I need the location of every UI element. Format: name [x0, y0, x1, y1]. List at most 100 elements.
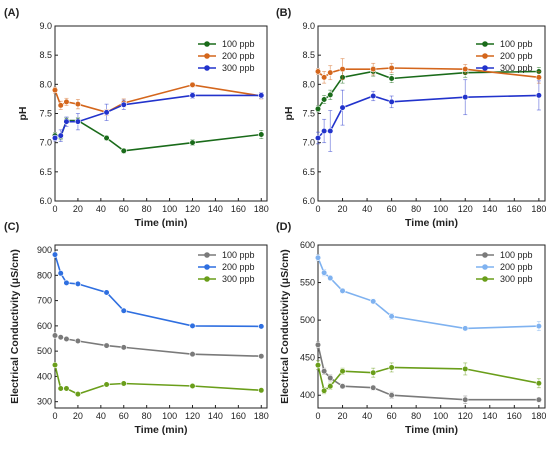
data-point	[258, 131, 265, 138]
x-tick-label: 40	[96, 411, 106, 421]
chart-panel-2: (B) 0 20 40 60 80 100 120 140 160 180 6.0 6.5 7.0 7.5 8…	[276, 7, 546, 229]
data-point	[535, 380, 542, 387]
data-point	[370, 384, 377, 391]
legend-swatch-marker	[204, 53, 210, 59]
data-point	[388, 313, 395, 320]
data-point	[189, 382, 196, 390]
x-tick-label: 80	[142, 204, 152, 214]
data-point	[339, 383, 346, 390]
y-axis-title: pH	[17, 107, 29, 121]
data-point	[189, 139, 196, 146]
legend-label: 100 ppb	[222, 39, 255, 49]
data-point	[388, 64, 395, 72]
x-tick-label: 60	[119, 411, 129, 421]
data-point	[327, 374, 334, 382]
legend-label: 200 ppb	[500, 262, 533, 272]
series-line	[54, 94, 262, 139]
x-tick-label: 0	[52, 411, 57, 421]
data-point	[388, 75, 395, 82]
y-axis-title: Electrical Conductivity (μS/cm)	[9, 249, 21, 404]
data-point	[103, 109, 110, 116]
y-tick-label: 8.0	[39, 79, 52, 89]
legend-swatch-marker	[204, 264, 210, 270]
y-tick-label: 6.5	[302, 167, 315, 177]
data-point	[388, 98, 395, 105]
legend-swatch-marker	[204, 276, 210, 282]
series-3	[51, 92, 265, 142]
legend: 100 ppb 200 ppb 300 ppb	[198, 39, 255, 73]
data-point	[535, 92, 542, 99]
x-tick-label: 60	[387, 204, 397, 214]
data-point	[462, 396, 469, 403]
legend-label: 100 ppb	[222, 250, 255, 260]
data-point	[103, 342, 110, 349]
series-1	[314, 341, 542, 404]
legend-label: 200 ppb	[222, 51, 255, 61]
y-tick-label: 600	[37, 321, 52, 331]
legend-label: 100 ppb	[500, 250, 533, 260]
data-point	[120, 147, 127, 154]
data-point	[74, 391, 82, 398]
data-point	[120, 101, 127, 108]
x-tick-label: 160	[507, 204, 522, 214]
y-tick-label: 9.0	[39, 21, 52, 31]
data-point	[327, 274, 334, 282]
data-point	[535, 323, 542, 330]
x-tick-label: 40	[96, 204, 106, 214]
data-point	[258, 323, 265, 330]
y-tick-label: 900	[37, 245, 52, 255]
y-tick-label: 6.0	[39, 196, 52, 206]
data-point	[388, 392, 395, 399]
data-point	[63, 279, 70, 287]
series-2	[51, 251, 265, 330]
y-tick-label: 6.0	[302, 196, 315, 206]
series-line	[317, 70, 539, 110]
data-point	[314, 254, 322, 261]
y-tick-label: 800	[37, 270, 52, 280]
legend-swatch-marker	[482, 53, 488, 59]
series-3	[314, 360, 542, 395]
data-point	[339, 104, 346, 111]
chart-panel-4: (D) 0 20 40 60 80 100 120 140 160 180 400 450 500 550 6…	[276, 221, 546, 436]
x-tick-label: 20	[338, 204, 348, 214]
y-tick-label: 8.5	[302, 50, 315, 60]
x-tick-label: 80	[411, 411, 421, 421]
data-point	[370, 92, 377, 100]
legend: 100 ppb 200 ppb 300 ppb	[476, 250, 533, 284]
data-point	[189, 351, 196, 358]
panel-label: (C)	[4, 221, 20, 233]
data-point	[258, 92, 265, 99]
data-point	[189, 322, 196, 329]
legend-swatch-marker	[482, 65, 488, 71]
x-axis-title: Time (min)	[405, 217, 458, 229]
x-tick-label: 80	[411, 204, 421, 214]
series-3	[51, 361, 265, 398]
y-tick-label: 700	[37, 296, 52, 306]
series-line	[54, 119, 262, 152]
data-point	[258, 387, 265, 394]
x-tick-label: 60	[387, 411, 397, 421]
data-point	[74, 101, 82, 108]
x-tick-label: 20	[73, 411, 83, 421]
y-tick-label: 8.5	[39, 50, 52, 60]
legend-swatch-marker	[482, 41, 488, 47]
x-tick-label: 140	[208, 411, 223, 421]
y-tick-label: 500	[300, 315, 315, 325]
chart-panel-1: (A) 0 20 40 60 80 100 120 140 160 180 6.0 6.5 7.0 7.5 8…	[4, 7, 269, 229]
data-point	[103, 134, 110, 142]
data-point	[321, 127, 328, 135]
y-tick-label: 7.0	[302, 138, 315, 148]
legend-label: 100 ppb	[500, 39, 533, 49]
y-tick-label: 500	[37, 346, 52, 356]
data-point	[189, 92, 196, 99]
y-tick-label: 6.5	[39, 167, 52, 177]
legend-label: 300 ppb	[222, 274, 255, 284]
y-axis-title: Electrical Conductivity (μS/cm)	[279, 249, 291, 404]
data-point	[462, 325, 469, 332]
series-1	[51, 117, 265, 154]
data-point	[103, 381, 110, 388]
data-point	[57, 385, 64, 392]
data-point	[339, 66, 346, 73]
